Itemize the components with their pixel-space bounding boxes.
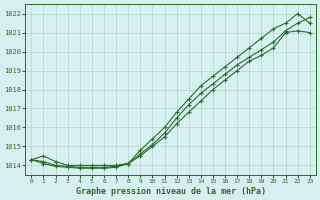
X-axis label: Graphe pression niveau de la mer (hPa): Graphe pression niveau de la mer (hPa)	[76, 187, 266, 196]
